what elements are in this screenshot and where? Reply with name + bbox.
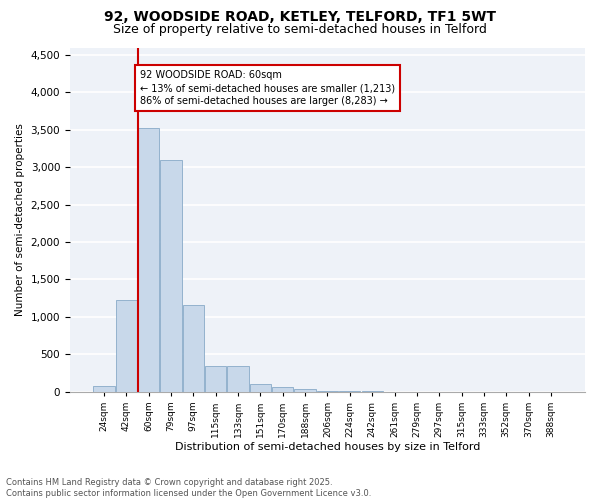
Text: 92 WOODSIDE ROAD: 60sqm
← 13% of semi-detached houses are smaller (1,213)
86% of: 92 WOODSIDE ROAD: 60sqm ← 13% of semi-de… xyxy=(140,70,395,106)
Bar xyxy=(116,300,137,392)
Text: 92, WOODSIDE ROAD, KETLEY, TELFORD, TF1 5WT: 92, WOODSIDE ROAD, KETLEY, TELFORD, TF1 … xyxy=(104,10,496,24)
Text: Size of property relative to semi-detached houses in Telford: Size of property relative to semi-detach… xyxy=(113,22,487,36)
Bar xyxy=(295,390,316,392)
Bar xyxy=(250,384,271,392)
Bar xyxy=(183,305,204,392)
X-axis label: Distribution of semi-detached houses by size in Telford: Distribution of semi-detached houses by … xyxy=(175,442,480,452)
Bar xyxy=(205,366,226,392)
Bar xyxy=(160,160,182,392)
Bar xyxy=(272,388,293,392)
Bar xyxy=(138,128,159,392)
Y-axis label: Number of semi-detached properties: Number of semi-detached properties xyxy=(15,123,25,316)
Bar xyxy=(227,366,248,392)
Text: Contains HM Land Registry data © Crown copyright and database right 2025.
Contai: Contains HM Land Registry data © Crown c… xyxy=(6,478,371,498)
Bar xyxy=(94,386,115,392)
